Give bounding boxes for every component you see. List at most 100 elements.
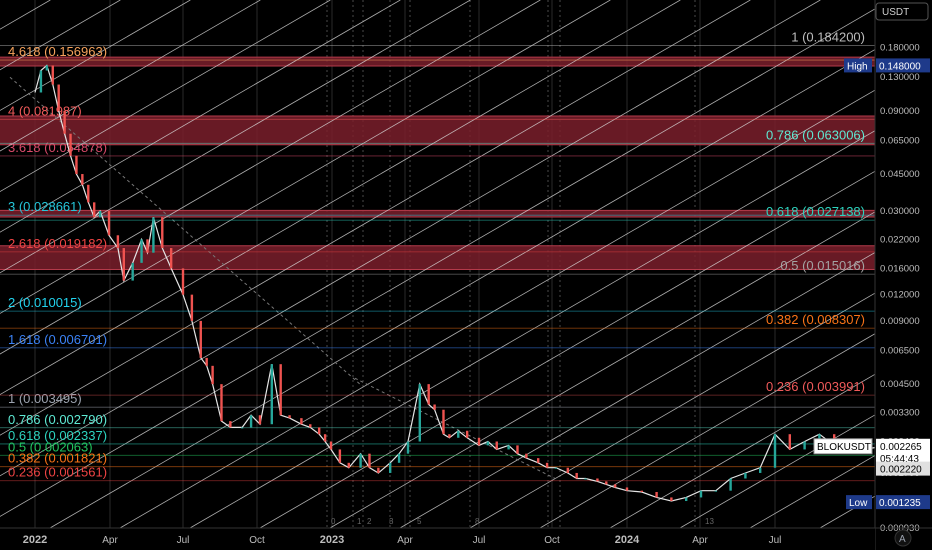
candle: [122, 248, 125, 281]
channel-line: [0, 0, 681, 396]
candle: [516, 445, 519, 454]
candle: [699, 490, 703, 498]
candle: [566, 467, 569, 473]
channel-line: [0, 0, 331, 193]
candle: [788, 434, 791, 450]
time-tick-label: Jul: [177, 535, 190, 546]
candle: [545, 462, 549, 468]
high-tag-bg: [844, 58, 872, 73]
candle: [495, 441, 498, 450]
candle: [744, 472, 747, 479]
candle: [338, 449, 342, 463]
red-zone: [0, 116, 875, 145]
last-price-bg: [876, 438, 930, 465]
symbol-tag-bg: [813, 438, 873, 455]
candle: [670, 497, 673, 502]
price-tick-label: 0.016000: [880, 263, 920, 274]
candle: [406, 441, 410, 454]
countdown-timer: 05:44:43: [880, 454, 919, 465]
candle: [729, 478, 732, 491]
candle: [714, 490, 717, 492]
auto-scale-button[interactable]: [894, 529, 912, 547]
candle: [131, 262, 134, 281]
candle: [465, 430, 469, 438]
candle: [418, 384, 421, 442]
low-tag-bg: [846, 495, 872, 510]
fib-label: 0.382 (0.001821): [8, 451, 107, 466]
price-tick-label: 0.022000: [880, 234, 920, 245]
candle: [759, 467, 762, 473]
candle: [773, 434, 777, 468]
candle: [309, 424, 312, 428]
wave-label: 1: [357, 517, 362, 526]
low-value-bg: [876, 495, 930, 510]
price-tick-label: 0.130000: [880, 72, 920, 83]
candle: [288, 415, 291, 419]
candle: [45, 65, 49, 71]
channel-line: [0, 0, 261, 152]
candle: [152, 217, 155, 253]
candle: [258, 415, 262, 425]
candle: [161, 217, 164, 249]
price-tick-label: 0.030000: [880, 206, 920, 217]
candle: [98, 211, 102, 218]
candle: [347, 462, 350, 468]
fib-label: 1.618 (0.006701): [8, 332, 107, 347]
candle: [640, 490, 643, 492]
channel-line: [0, 0, 611, 355]
candle: [359, 453, 362, 468]
auto-scale-icon: A: [899, 534, 906, 545]
candle: [63, 110, 66, 134]
candle: [596, 478, 599, 482]
candle: [169, 248, 173, 269]
candle: [81, 174, 84, 185]
candle: [448, 434, 451, 438]
channel-line: [259, 137, 932, 529]
time-axis[interactable]: 2022 Apr Jul Oct 2023 Apr Jul Oct 2024 Apr Jul: [0, 527, 932, 550]
fib-label: 0.786 (0.002790): [8, 412, 107, 427]
candle: [625, 487, 629, 491]
wave-label: 5: [417, 517, 422, 526]
fib-label: 0.5 (0.015016): [780, 258, 865, 273]
price-tick-label: 0.006500: [880, 346, 920, 357]
candle: [389, 462, 392, 473]
candle: [377, 467, 380, 473]
candle: [477, 437, 481, 446]
high-value: 0.148000: [879, 61, 921, 72]
candle: [75, 155, 78, 175]
time-tick-label: 2024: [615, 534, 640, 546]
channel-line: [189, 97, 932, 529]
fib-label: 0.618 (0.027138): [766, 204, 865, 219]
time-tick-label: Jul: [473, 535, 486, 546]
candle: [486, 441, 490, 446]
candle: [584, 478, 587, 480]
candle: [146, 239, 149, 253]
time-tick-label: Jul: [769, 535, 782, 546]
channel-line: [0, 0, 751, 436]
fib-label: 3 (0.028661): [8, 199, 82, 214]
time-tick-label: Apr: [397, 535, 413, 546]
currency-box[interactable]: [875, 2, 929, 21]
fib-label: 0.618 (0.002337): [8, 428, 107, 443]
candle: [655, 491, 658, 498]
currency-label: USDT: [882, 7, 909, 18]
low-value: 0.001235: [879, 498, 921, 509]
symbol-tag: BLOKUSDT: [817, 442, 871, 453]
fib-label: 4 (0.081987): [8, 103, 82, 118]
time-tick-label: Oct: [544, 535, 560, 546]
candle: [241, 427, 244, 429]
fib-label: 4.618 (0.156963): [8, 44, 107, 59]
red-zone: [0, 57, 875, 67]
candle: [300, 418, 303, 425]
candle: [427, 384, 430, 405]
candle: [507, 445, 510, 450]
candle: [140, 239, 143, 263]
channel-line: [0, 0, 471, 274]
price-tick-label: 0.003300: [880, 407, 920, 418]
candle: [554, 467, 558, 469]
price-tick-label: 0.090000: [880, 106, 920, 117]
candle: [190, 294, 194, 321]
